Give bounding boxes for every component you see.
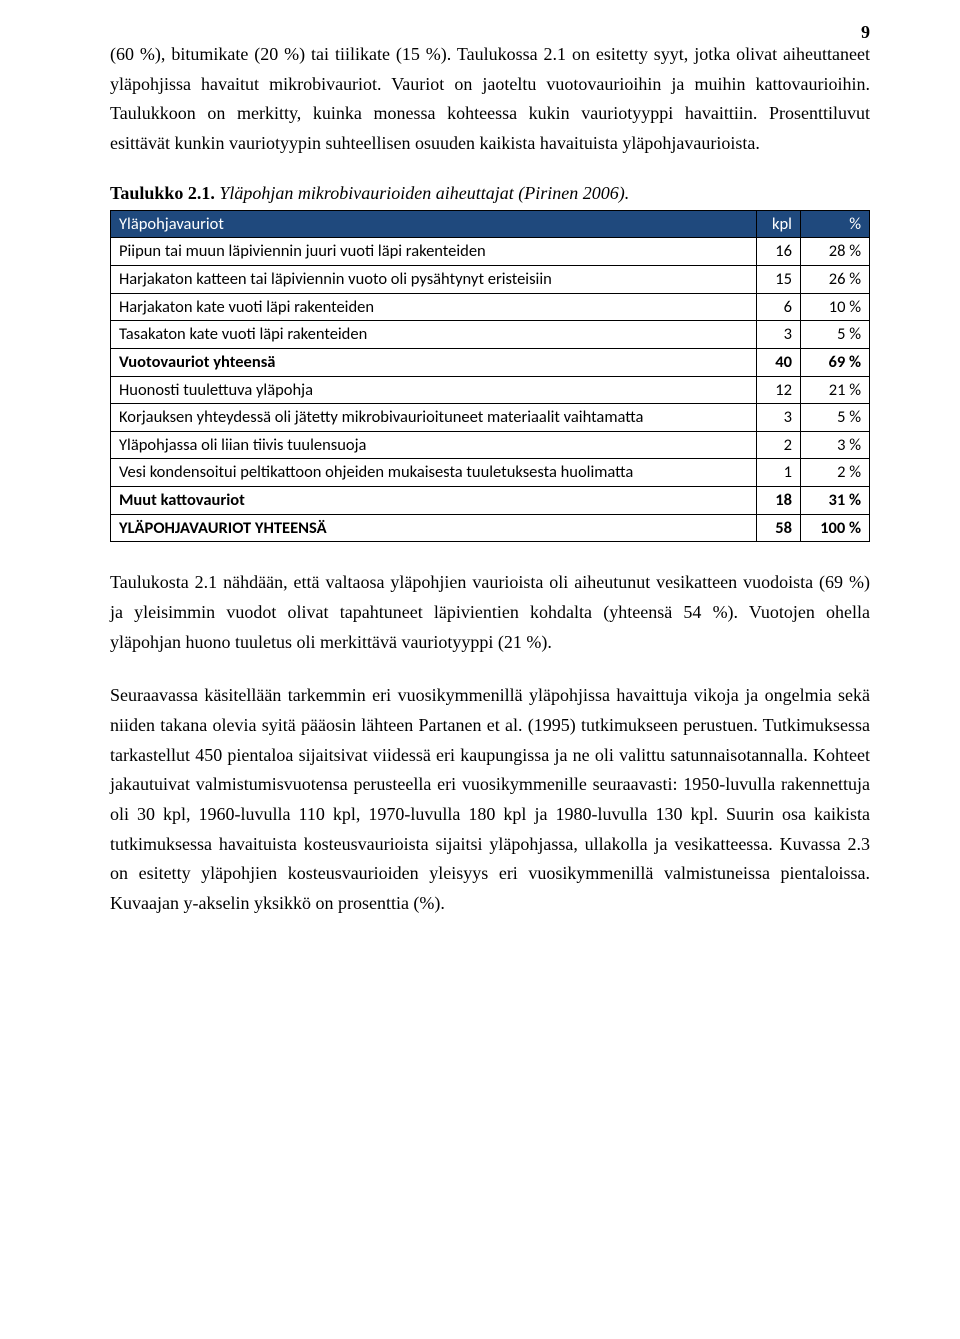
cell-pct: 21 % [800, 376, 869, 404]
cell-label: Huonosti tuulettuva yläpohja [111, 376, 757, 404]
cell-pct: 5 % [800, 321, 869, 349]
table-header-row: Yläpohjavauriot kpl % [111, 210, 870, 238]
cell-kpl: 16 [756, 238, 800, 266]
document-page: 9 (60 %), bitumikate (20 %) tai tiilikat… [0, 0, 960, 1339]
table-row: Tasakaton kate vuoti läpi rakenteiden 3 … [111, 321, 870, 349]
paragraph-3: Seuraavassa käsitellään tarkemmin eri vu… [110, 681, 870, 919]
cell-pct: 31 % [800, 487, 869, 515]
table-row: Piipun tai muun läpiviennin juuri vuoti … [111, 238, 870, 266]
page-number: 9 [861, 22, 870, 43]
table-row: YLÄPOHJAVAURIOT YHTEENSÄ 58 100 % [111, 514, 870, 542]
cell-label: Vuotovauriot yhteensä [111, 348, 757, 376]
cell-kpl: 3 [756, 321, 800, 349]
cell-kpl: 1 [756, 459, 800, 487]
header-cell-label: Yläpohjavauriot [111, 210, 757, 238]
table-row: Yläpohjassa oli liian tiivis tuulensuoja… [111, 431, 870, 459]
cell-kpl: 58 [756, 514, 800, 542]
cell-kpl: 2 [756, 431, 800, 459]
cell-label: Piipun tai muun läpiviennin juuri vuoti … [111, 238, 757, 266]
table-row: Vuotovauriot yhteensä 40 69 % [111, 348, 870, 376]
paragraph-2: Taulukosta 2.1 nähdään, että valtaosa yl… [110, 568, 870, 657]
cell-kpl: 40 [756, 348, 800, 376]
table-row: Vesi kondensoitui peltikattoon ohjeiden … [111, 459, 870, 487]
cell-label: Korjauksen yhteydessä oli jätetty mikrob… [111, 404, 757, 432]
cell-kpl: 18 [756, 487, 800, 515]
cell-label: Muut kattovauriot [111, 487, 757, 515]
cell-pct: 2 % [800, 459, 869, 487]
cell-label: YLÄPOHJAVAURIOT YHTEENSÄ [111, 514, 757, 542]
table-row: Harjakaton katteen tai läpiviennin vuoto… [111, 266, 870, 294]
cell-pct: 28 % [800, 238, 869, 266]
table-caption: Taulukko 2.1. Yläpohjan mikrobivaurioide… [110, 183, 870, 204]
cell-pct: 26 % [800, 266, 869, 294]
cell-kpl: 3 [756, 404, 800, 432]
cell-kpl: 6 [756, 293, 800, 321]
cell-pct: 5 % [800, 404, 869, 432]
table-row: Muut kattovauriot 18 31 % [111, 487, 870, 515]
table-row: Korjauksen yhteydessä oli jätetty mikrob… [111, 404, 870, 432]
caption-label: Taulukko 2.1. [110, 183, 215, 203]
cell-kpl: 15 [756, 266, 800, 294]
cell-label: Harjakaton kate vuoti läpi rakenteiden [111, 293, 757, 321]
table-row: Huonosti tuulettuva yläpohja 12 21 % [111, 376, 870, 404]
cell-kpl: 12 [756, 376, 800, 404]
paragraph-1: (60 %), bitumikate (20 %) tai tiilikate … [110, 40, 870, 159]
cell-pct: 100 % [800, 514, 869, 542]
header-cell-kpl: kpl [756, 210, 800, 238]
cell-label: Harjakaton katteen tai läpiviennin vuoto… [111, 266, 757, 294]
table-row: Harjakaton kate vuoti läpi rakenteiden 6… [111, 293, 870, 321]
cell-label: Tasakaton kate vuoti läpi rakenteiden [111, 321, 757, 349]
table-body: Piipun tai muun läpiviennin juuri vuoti … [111, 238, 870, 542]
cell-label: Yläpohjassa oli liian tiivis tuulensuoja [111, 431, 757, 459]
cell-pct: 3 % [800, 431, 869, 459]
caption-title: Yläpohjan mikrobivaurioiden aiheuttajat … [219, 183, 629, 203]
header-cell-pct: % [800, 210, 869, 238]
cell-pct: 69 % [800, 348, 869, 376]
cell-label: Vesi kondensoitui peltikattoon ohjeiden … [111, 459, 757, 487]
cell-pct: 10 % [800, 293, 869, 321]
damage-table: Yläpohjavauriot kpl % Piipun tai muun lä… [110, 210, 870, 543]
